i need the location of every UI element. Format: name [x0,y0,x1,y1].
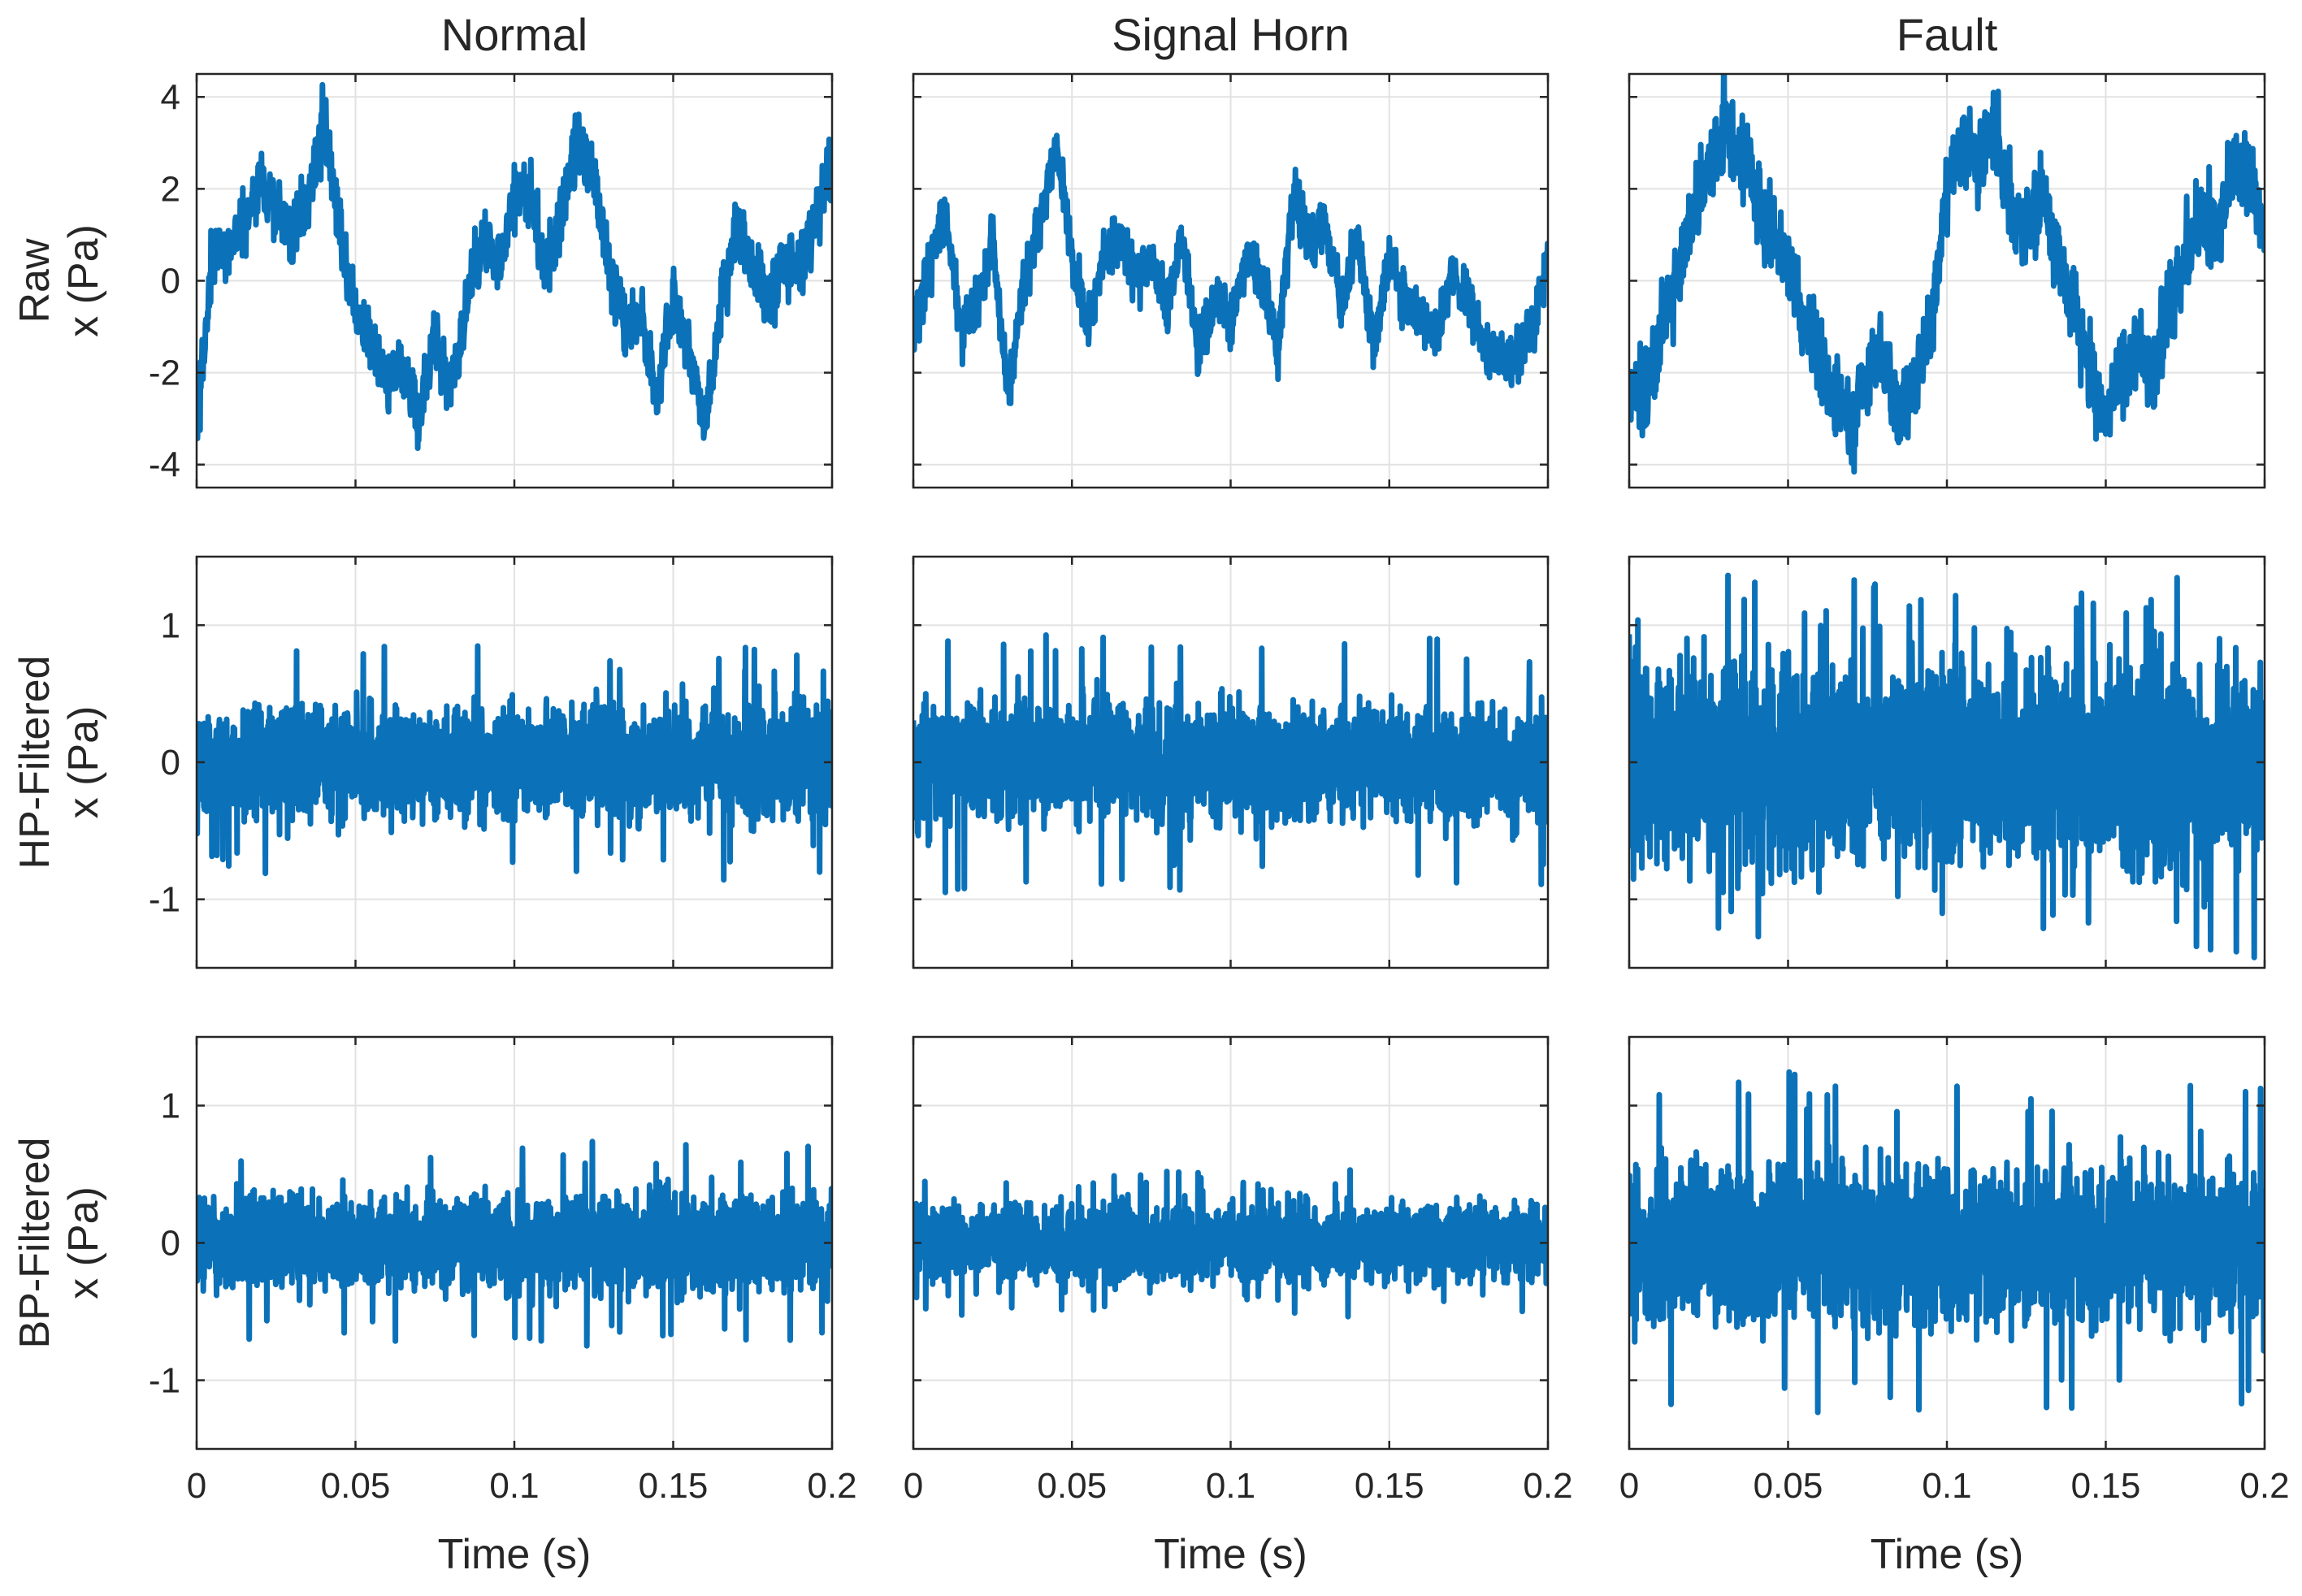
subplot-raw-fault [1628,72,2266,489]
y-axis-label: BP-Filtered x (Pa) [11,1137,107,1348]
x-tick-label: 0 [187,1466,206,1506]
y-tick-label: -1 [149,1361,180,1401]
x-tick-label: 0.1 [1206,1466,1255,1506]
data-series-line [913,132,1548,406]
x-axis-label: Time (s) [1154,1531,1307,1578]
data-series-line [1629,1069,2265,1416]
subplot-hp-signal-horn [912,555,1550,969]
data-series-line [197,81,832,451]
data-series-line [913,1167,1548,1320]
y-tick-label: 2 [161,169,180,209]
x-tick-label: 0.05 [1037,1466,1107,1506]
data-series-line [197,643,832,883]
y-tick-label: 0 [161,262,180,301]
x-tick-label: 0.05 [321,1466,391,1506]
subplot-bp-normal: 1 0 -1 0 0.05 0.1 0.15 0.2 Time (s) [149,1035,857,1578]
data-series-line [1629,572,2265,961]
y-axis-label-line: HP-Filtered [11,656,59,870]
subplot-hp-fault [1628,555,2266,969]
y-tick-label: 4 [161,77,180,117]
panel-column-title: Normal [441,9,587,60]
data-series-line [197,1138,832,1349]
x-tick-label: 0 [904,1466,923,1506]
x-tick-label: 0.2 [807,1466,856,1506]
x-tick-label: 0.2 [1523,1466,1572,1506]
y-axis-label-line: x (Pa) [60,224,107,337]
subplot-raw-signal-horn [912,72,1550,489]
subplot-bp-fault: 0 0.05 0.1 0.15 0.2 Time (s) [1619,1035,2290,1578]
data-series-line [1629,74,2265,475]
x-tick-label: 0.1 [1922,1466,1971,1506]
x-tick-label: 0.1 [489,1466,539,1506]
y-tick-label: -4 [149,445,180,485]
x-axis-label: Time (s) [1871,1531,2024,1578]
panel-column-title: Fault [1897,9,1998,60]
panel-column-title: Signal Horn [1112,9,1350,60]
x-axis-label: Time (s) [438,1531,592,1578]
subplot-hp-normal: 1 0 -1 [149,555,834,969]
x-tick-label: 0.2 [2239,1466,2289,1506]
y-tick-label: 1 [161,1086,180,1126]
y-tick-label: 0 [161,1224,180,1264]
y-axis-label-line: x (Pa) [60,1186,107,1299]
y-axis-label-line: x (Pa) [60,706,107,819]
y-axis-label-line: BP-Filtered [11,1137,59,1348]
y-tick-label: -2 [149,353,180,393]
x-tick-label: 0.15 [2071,1466,2141,1506]
x-tick-label: 0.15 [1355,1466,1424,1506]
x-tick-label: 0 [1619,1466,1639,1506]
subplot-raw-normal: 4 2 0 -2 -4 [149,72,834,489]
data-series-line [913,632,1548,896]
x-tick-label: 0.05 [1754,1466,1823,1506]
y-tick-label: -1 [149,880,180,920]
y-axis-label: HP-Filtered x (Pa) [11,656,107,870]
y-axis-label: Raw x (Pa) [11,224,107,337]
x-tick-label: 0.15 [639,1466,709,1506]
y-tick-label: 0 [161,743,180,783]
subplot-bp-signal-horn: 0 0.05 0.1 0.15 0.2 Time (s) [904,1035,1573,1578]
y-axis-label-line: Raw [11,238,59,323]
y-tick-label: 1 [161,605,180,645]
